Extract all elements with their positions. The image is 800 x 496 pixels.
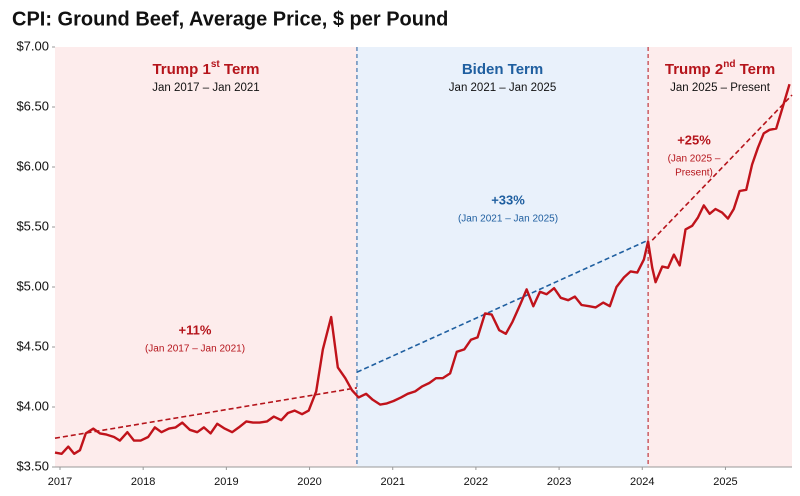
trend-line (356, 239, 649, 373)
region-title: Trump 1st Term (152, 59, 259, 78)
x-tick-label: 2024 (630, 476, 654, 488)
region-title-part: Term (735, 61, 775, 78)
change-label: +25% (677, 132, 711, 147)
x-tick-label: 2018 (131, 476, 155, 488)
change-label: +33% (491, 192, 525, 207)
y-tick-label: $7.00 (16, 38, 49, 53)
y-tick-label: $5.50 (16, 218, 49, 233)
x-tick-label: 2022 (464, 476, 488, 488)
change-period: (Jan 2025 – (668, 154, 721, 165)
change-period: Present) (675, 168, 713, 179)
region-period: Jan 2017 – Jan 2021 (152, 82, 259, 94)
y-tick-label: $4.00 (16, 398, 49, 413)
region-period: Jan 2025 – Present (670, 82, 771, 94)
y-tick-label: $5.00 (16, 278, 49, 293)
change-label: +11% (179, 322, 212, 337)
x-tick-label: 2019 (214, 476, 238, 488)
y-tick-label: $6.50 (16, 98, 49, 113)
region-title-part: Trump 1 (152, 61, 210, 78)
change-period: (Jan 2017 – Jan 2021) (145, 344, 245, 355)
region-title-part: Trump 2 (665, 61, 723, 78)
region-band (55, 47, 357, 467)
region-band (648, 47, 792, 467)
region-title-part: st (211, 59, 221, 70)
region-title-part: Term (220, 61, 260, 78)
region-title: Trump 2nd Term (665, 59, 775, 78)
x-tick-label: 2021 (380, 476, 404, 488)
x-tick-label: 2023 (547, 476, 571, 488)
region-title-part: Biden Term (462, 61, 543, 78)
chart-title: CPI: Ground Beef, Average Price, $ per P… (12, 8, 448, 30)
change-period: (Jan 2021 – Jan 2025) (458, 214, 558, 225)
trend-line (651, 94, 793, 241)
region-band (356, 47, 649, 467)
y-tick-label: $3.50 (16, 458, 49, 473)
region-period: Jan 2021 – Jan 2025 (449, 82, 556, 94)
region-title: Biden Term (462, 61, 543, 78)
region-title-part: nd (723, 59, 735, 70)
price-line (54, 83, 791, 455)
x-tick-label: 2025 (713, 476, 737, 488)
trend-line (54, 387, 358, 439)
y-tick-label: $6.00 (16, 158, 49, 173)
x-tick-label: 2020 (297, 476, 321, 488)
y-tick-label: $4.50 (16, 338, 49, 353)
x-tick-label: 2017 (48, 476, 72, 488)
